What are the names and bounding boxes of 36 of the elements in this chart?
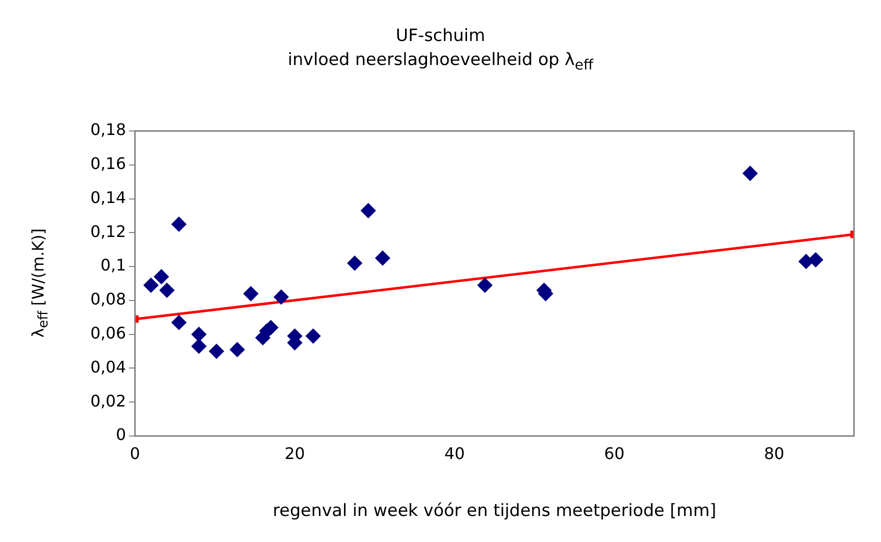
point — [274, 290, 289, 305]
point — [347, 256, 362, 271]
point — [477, 278, 492, 293]
point — [191, 338, 206, 354]
point — [375, 250, 390, 266]
point — [742, 166, 758, 181]
y-tick-label: 0,08 — [90, 290, 126, 309]
x-tick-label: 0 — [130, 444, 140, 463]
point — [808, 252, 824, 268]
y-tick-label: 0 — [116, 425, 126, 444]
y-tick-label: 0,14 — [90, 188, 126, 207]
chart-subtitle: invloed neerslaghoeveelheid op λ$_{eff}$ — [286, 49, 594, 76]
y-tick-label: 0,1 — [100, 256, 126, 275]
point — [306, 328, 321, 344]
y-tick-label: 0,04 — [90, 357, 126, 376]
point — [360, 203, 376, 218]
point — [171, 314, 186, 330]
x-tick-label: 40 — [444, 444, 465, 463]
point — [208, 344, 224, 359]
y-tick-label: 0,16 — [90, 154, 126, 174]
x-tick-label: 80 — [764, 444, 784, 463]
y-tick-label: 0,12 — [90, 222, 126, 241]
y-tick-label: 0,02 — [90, 391, 126, 410]
x-axis-title: regenval in week vóór en tijdens meetperiode [mm] — [272, 501, 716, 522]
point — [230, 342, 245, 358]
point — [171, 216, 186, 232]
y-tick-label: 0,18 — [90, 120, 126, 140]
chart-title: UF-schuim — [394, 25, 486, 48]
x-tick-label: 20 — [284, 444, 305, 463]
point — [159, 282, 174, 298]
point — [191, 326, 206, 342]
point — [154, 269, 169, 284]
x-tick-label: 60 — [604, 444, 625, 463]
point — [143, 278, 158, 293]
y-tick-label: 0,06 — [90, 323, 126, 342]
point — [243, 286, 258, 302]
